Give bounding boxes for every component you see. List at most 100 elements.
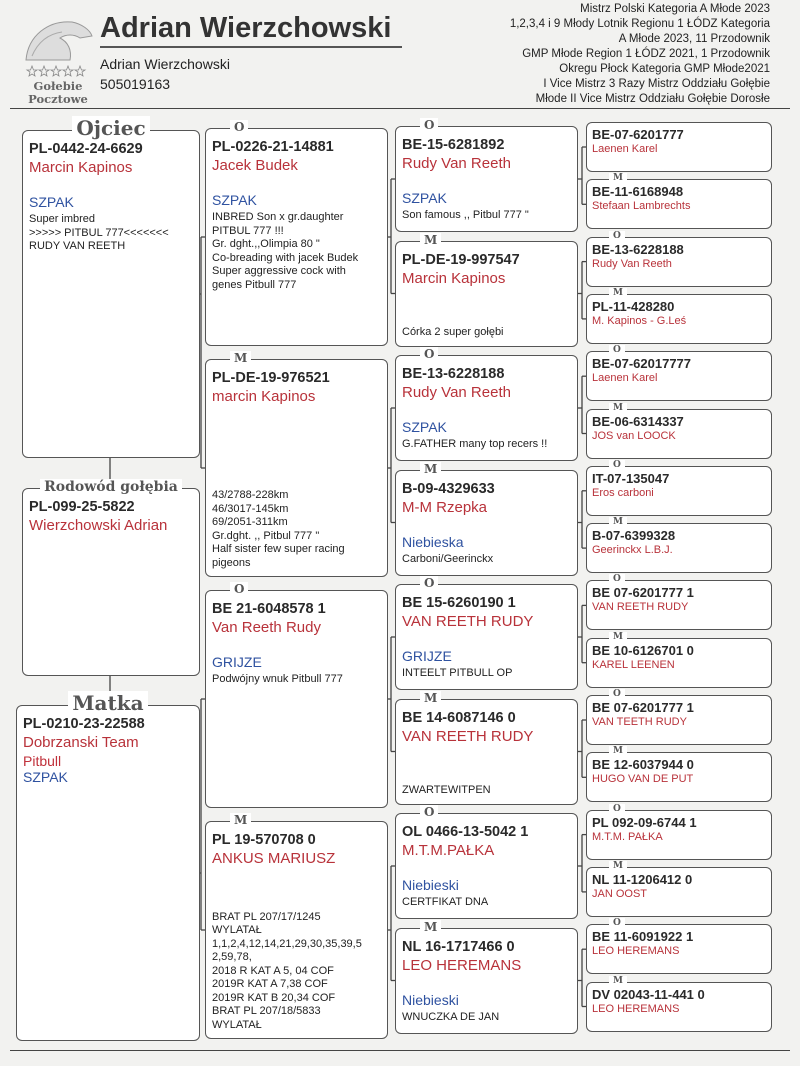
pigeon-card: NL 16-1717466 0 LEO HEREMANS Niebieski WNUC… [395, 919, 578, 1034]
ring-number: BE-11-6168948 [592, 184, 684, 200]
pigeon-card: BE 12-6037944 0 HUGO VAN DE PUT M [586, 746, 772, 803]
owner: VAN REETH RUDY [402, 727, 534, 745]
achievement: Okregu Płock Kategoria GMP Młode2021 [559, 63, 770, 75]
pigeon-card: PL-0226-21-14881 Jacek Budek SZPAK INBRED S… [205, 120, 388, 346]
ring-number: DV 02043-11-441 0 [592, 986, 705, 1002]
pigeon-card: BE 15-6260190 1 VAN REETH RUDY GRIJZE INTEE… [395, 576, 578, 690]
notes: INBRED Son x gr.daughter PITBUL 777 !!! Gr… [212, 211, 381, 292]
card-content: PL-11-428280 M. Kapinos - G.Leś [587, 295, 771, 343]
pigeon-card: PL-11-428280 M. Kapinos - G.Leś M [586, 287, 772, 344]
owner: Van Reeth Rudy [212, 619, 321, 636]
ring-number: BE-13-6228188 [402, 366, 505, 382]
owner: M-M Rzepka [402, 498, 488, 516]
phone: 505019163 [100, 76, 171, 92]
owner: Dobrzanski Team [23, 734, 139, 751]
ring-number: BE 15-6260190 1 [402, 595, 516, 611]
note-line: WYLATAŁ [212, 1018, 262, 1031]
card-content: BE-07-6201777 Laenen Karel [587, 123, 771, 171]
pigeon-card: PL-0442-24-6629 Marcin Kapinos SZPAK Super … [22, 116, 200, 458]
plumage: Niebieska [402, 533, 464, 550]
card-content: NL 11-1206412 0 JAN OOST [587, 868, 771, 916]
owner: Marcin Kapinos [402, 269, 506, 287]
card-content: PL 19-570708 0 ANKUS MARIUSZ BRAT PL 207/1… [206, 822, 387, 1038]
pigeon-card: BE 21-6048578 1 Van Reeth Rudy GRIJZE Podwó… [205, 582, 388, 808]
card-content: PL-099-25-5822 Wierzchowski Adrian [23, 489, 199, 675]
ring-number: PL-DE-19-976521 [212, 370, 330, 386]
header-rule [10, 108, 790, 109]
note-line: Super aggressive cock with [212, 265, 346, 277]
pigeon-card: BE-07-62017777 Laenen Karel O [586, 345, 772, 402]
owner: Laenen Karel [592, 143, 658, 155]
note-line: CERTFIKAT DNA [402, 896, 489, 908]
notes: Carboni/Geerinckx [402, 553, 571, 567]
pigeon-card: BE-13-6228188 Rudy Van Reeth SZPAK G.FATHER… [395, 347, 578, 461]
owner: Eros carboni [592, 486, 654, 499]
ring-number: BE-15-6281892 [402, 137, 505, 153]
owner: VAN REETH RUDY [402, 613, 534, 630]
plumage: SZPAK [29, 194, 74, 210]
notes: WNUCZKA DE JAN [402, 1011, 571, 1025]
pigeon-card: BE 14-6087146 0 VAN REETH RUDY ZWARTEWITPE… [395, 690, 578, 805]
card-content: BE-13-6228188 Rudy Van Reeth [587, 238, 771, 286]
notes: G.FATHER many top recers !! [402, 438, 571, 452]
plumage: SZPAK [402, 190, 447, 206]
pigeon-card: PL 092-09-6744 1 M.T.M. PAŁKA O [586, 803, 772, 860]
ring-number: B-07-6399328 [592, 528, 676, 544]
card-content: BE 07-6201777 1 VAN TEETH RUDY [587, 696, 771, 744]
notes: Son famous ,, Pitbul 777 " [402, 209, 571, 223]
owner: LEO HEREMANS [592, 945, 680, 958]
card-content: BE 11-6091922 1 LEO HEREMANS [587, 925, 771, 973]
owner: Geerinckx L.B.J. [592, 544, 673, 557]
ring-number: BE 10-6126701 0 [592, 642, 694, 658]
owner: Marcin Kapinos [29, 159, 133, 176]
owner: M.T.M. PAŁKA [592, 830, 663, 843]
plumage: Niebieski [402, 991, 459, 1008]
achievement: Mistrz Polski Kategoria A Młode 2023 [580, 3, 770, 15]
pigeon-card: BE-13-6228188 Rudy Van Reeth O [586, 230, 772, 287]
pigeon-card: BE-06-6314337 JOS van LOOCK M [586, 402, 772, 459]
owner: marcin Kapinos [212, 388, 316, 405]
card-content: DV 02043-11-441 0 LEO HEREMANS [587, 983, 771, 1031]
pigeon-card: BE 07-6201777 1 VAN TEETH RUDY O [586, 689, 772, 745]
pigeon-card: PL-DE-19-976521 marcin Kapinos 43/2788-228… [205, 351, 388, 577]
achievement: 1,2,3,4 i 9 Młody Lotnik Regionu 1 ŁÓDZ … [509, 18, 770, 30]
card-content: BE-15-6281892 Rudy Van Reeth SZPAK Son famo… [396, 127, 577, 231]
ring-number: PL-0442-24-6629 [29, 141, 143, 157]
pigeon-card: PL 19-570708 0 ANKUS MARIUSZ BRAT PL 207/1… [205, 813, 388, 1039]
card-content: BE 14-6087146 0 VAN REETH RUDY ZWARTEWITPE… [396, 700, 577, 804]
owner: LEO HEREMANS [592, 1002, 680, 1015]
note-line: Gr.dght. ,, Pitbul 777 " [212, 529, 320, 542]
note-line: BRAT PL 207/17/1245 [212, 910, 321, 923]
pigeon-card: B-09-4329633 M-M Rzepka Niebieska Carboni/G… [395, 461, 578, 576]
title-underline [100, 46, 402, 48]
card-content: PL-DE-19-976521 marcin Kapinos 43/2788-228… [206, 360, 387, 576]
note-line: pigeons [212, 556, 251, 569]
notes: 43/2788-228km 46/3017-145km 69/2051-311km G… [212, 489, 381, 570]
breeder-title: Adrian Wierzchowski [100, 12, 392, 44]
pigeon-card: PL-DE-19-997547 Marcin Kapinos Córka 2 sup… [395, 232, 578, 347]
pigeon-card: BE 07-6201777 1 VAN REETH RUDY O [586, 574, 772, 631]
ring-number: PL-099-25-5822 [29, 499, 135, 515]
note-line: 2,59,78, [212, 951, 252, 963]
logo-line: Pocztowe [28, 92, 88, 106]
note-line: Gr. dght.,,Olimpia 80 " [212, 238, 320, 250]
ring-number: BE 21-6048578 1 [212, 601, 326, 617]
notes: Córka 2 super gołębi [402, 326, 571, 340]
ring-number: BE-07-6201777 [592, 127, 684, 142]
plumage: Niebieski [402, 877, 459, 893]
ring-number: PL 092-09-6744 1 [592, 814, 697, 830]
note-line: RUDY VAN REETH [29, 240, 126, 252]
note-line: ZWARTEWITPEN [402, 784, 491, 796]
card-content: IT-07-135047 Eros carboni [587, 467, 771, 515]
ring-number: BE-13-6228188 [592, 241, 684, 257]
note-line: >>>>> PITBUL 777<<<<<<< [29, 226, 169, 239]
ring-number: BE 12-6037944 0 [592, 757, 694, 773]
card-content: PL-0442-24-6629 Marcin Kapinos SZPAK Super … [23, 131, 199, 457]
note-line: Son famous ,, Pitbul 777 " [402, 209, 529, 221]
ring-number: BE 07-6201777 1 [592, 585, 694, 601]
ring-number: BE-06-6314337 [592, 413, 684, 429]
note-line: G.FATHER many top recers !! [402, 438, 548, 450]
owner: ANKUS MARIUSZ [212, 850, 336, 867]
pigeon-card: BE 11-6091922 1 LEO HEREMANS O [586, 918, 772, 975]
